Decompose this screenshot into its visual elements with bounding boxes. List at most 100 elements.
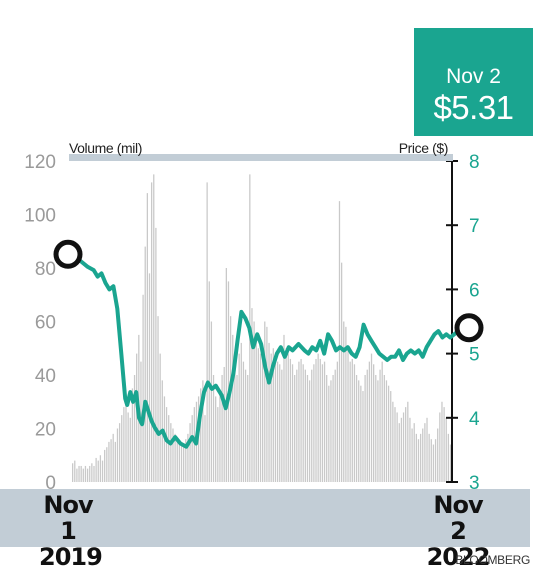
volume-bar bbox=[206, 182, 208, 482]
x-end-year: 2022 bbox=[426, 543, 491, 571]
start-price-marker bbox=[53, 239, 83, 269]
volume-bar bbox=[202, 380, 204, 482]
callout-date: Nov 2 bbox=[446, 65, 501, 88]
x-end-date: Nov 2 bbox=[433, 491, 483, 545]
volume-bar bbox=[353, 364, 356, 482]
volume-bar bbox=[283, 334, 285, 483]
volume-bar bbox=[396, 412, 398, 482]
volume-bar bbox=[133, 375, 136, 482]
volume-bar bbox=[170, 423, 172, 482]
volume-bar bbox=[285, 348, 287, 482]
volume-bar bbox=[294, 375, 296, 482]
volume-bar bbox=[266, 326, 268, 482]
volume-bar bbox=[86, 468, 89, 483]
right-tick-label-4: 7 bbox=[469, 216, 480, 237]
volume-bar bbox=[311, 369, 313, 482]
volume-bar bbox=[259, 353, 262, 482]
volume-bar bbox=[270, 353, 272, 482]
volume-bar bbox=[355, 375, 358, 482]
volume-bar bbox=[279, 364, 281, 482]
volume-bar bbox=[219, 391, 221, 482]
volume-bar bbox=[430, 439, 432, 482]
volume-bar bbox=[121, 415, 123, 483]
volume-bar bbox=[251, 308, 253, 483]
volume-bar bbox=[330, 380, 332, 482]
volume-bar bbox=[364, 375, 366, 482]
volume-bar bbox=[217, 407, 219, 482]
volume-bar bbox=[428, 433, 430, 482]
volume-bar bbox=[144, 246, 146, 482]
volume-bar bbox=[390, 391, 392, 482]
volume-bar bbox=[262, 358, 264, 482]
volume-bar bbox=[281, 369, 283, 482]
volume-bar bbox=[394, 407, 396, 482]
volume-bar bbox=[244, 369, 247, 482]
volume-bar bbox=[434, 439, 437, 482]
volume-bar bbox=[136, 353, 138, 482]
x-start-year: 2019 bbox=[39, 543, 103, 571]
volume-bar bbox=[272, 348, 274, 482]
volume-bar bbox=[110, 439, 112, 482]
volume-bar bbox=[78, 465, 80, 482]
volume-bar bbox=[276, 361, 279, 483]
volume-bar bbox=[315, 358, 317, 482]
volume-bar bbox=[264, 321, 266, 482]
volume-bar bbox=[328, 385, 330, 482]
left-tick-label-1: 20 bbox=[35, 420, 56, 441]
volume-bar bbox=[150, 182, 153, 482]
volume-bar bbox=[191, 415, 193, 483]
volume-bar bbox=[89, 465, 91, 482]
volume-bar bbox=[426, 417, 428, 482]
volume-bar bbox=[95, 457, 97, 482]
volume-bar bbox=[210, 321, 213, 482]
volume-bar bbox=[125, 401, 127, 482]
volume-bar bbox=[402, 412, 405, 482]
volume-bar bbox=[291, 364, 294, 482]
volume-bar bbox=[375, 375, 377, 482]
volume-bar bbox=[398, 423, 400, 482]
volume-bar bbox=[422, 428, 424, 482]
volume-bar bbox=[343, 321, 345, 482]
left-tick-label-0: 0 bbox=[45, 473, 56, 494]
volume-bar bbox=[178, 441, 181, 483]
left-tick-label-5: 100 bbox=[24, 206, 56, 227]
volume-bar bbox=[225, 268, 227, 482]
volume-bar bbox=[165, 407, 168, 482]
volume-bar bbox=[185, 439, 187, 482]
volume-bar bbox=[349, 361, 351, 483]
volume-bar bbox=[424, 423, 426, 482]
volume-bar bbox=[232, 334, 234, 483]
volume-bar bbox=[112, 433, 114, 482]
volume-bar bbox=[383, 375, 385, 482]
volume-bar bbox=[104, 449, 106, 482]
volume-bar bbox=[336, 361, 338, 483]
volume-bar bbox=[82, 468, 84, 483]
volume-bar bbox=[180, 444, 183, 482]
volume-bar bbox=[358, 380, 360, 482]
volume-bar bbox=[432, 444, 435, 482]
volume-bar bbox=[417, 439, 420, 482]
volume-bar bbox=[247, 375, 249, 482]
volume-bar bbox=[93, 465, 95, 482]
volume-bar bbox=[323, 361, 326, 483]
volume-bar bbox=[317, 353, 319, 482]
callout-price: $5.31 bbox=[433, 89, 514, 126]
volume-bar bbox=[443, 407, 445, 482]
volume-bar bbox=[129, 417, 131, 482]
volume-bar bbox=[296, 369, 298, 482]
volume-bar bbox=[413, 423, 415, 482]
volume-bar bbox=[227, 281, 230, 483]
volume-bar bbox=[146, 193, 148, 482]
volume-bar bbox=[236, 375, 238, 482]
axis-title-band bbox=[69, 154, 453, 161]
volume-bar bbox=[387, 385, 390, 482]
volume-bar bbox=[274, 358, 277, 482]
volume-bar bbox=[123, 407, 125, 482]
volume-bar bbox=[99, 455, 102, 482]
volume-bar bbox=[439, 412, 441, 482]
volume-bar bbox=[313, 364, 315, 482]
volume-bar bbox=[338, 201, 341, 483]
price-line bbox=[70, 255, 468, 449]
left-tick-label-3: 60 bbox=[35, 313, 56, 334]
volume-bar bbox=[242, 361, 245, 483]
